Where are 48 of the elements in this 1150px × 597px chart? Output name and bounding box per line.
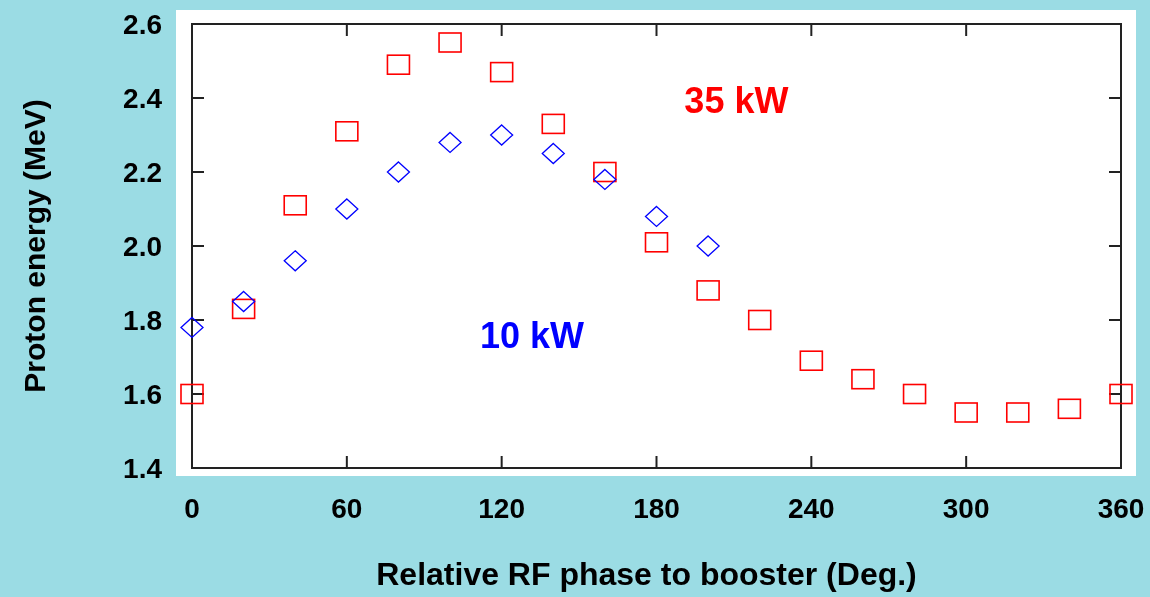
- point: [747, 309, 772, 331]
- point: [386, 161, 411, 183]
- point: [180, 316, 204, 339]
- point: [644, 205, 669, 228]
- point: [593, 168, 617, 191]
- point: [180, 383, 204, 405]
- y-tick-label: 2.6: [123, 8, 162, 40]
- point: [851, 368, 875, 390]
- point: [644, 232, 669, 253]
- point: [489, 61, 514, 83]
- point: [438, 131, 462, 154]
- point: [438, 32, 462, 53]
- text: 10 kW: [479, 315, 585, 357]
- y-tick-label: 1.4: [123, 452, 163, 484]
- x-tick-label: 0: [184, 493, 200, 524]
- x-tick-label: 300: [942, 493, 990, 524]
- point: [490, 124, 514, 146]
- point: [593, 161, 617, 183]
- point: [386, 54, 411, 75]
- x-tick-label: 360: [1097, 493, 1145, 524]
- point: [799, 350, 824, 371]
- y-tick-label: 2.2: [123, 156, 162, 188]
- point: [954, 402, 978, 423]
- point: [283, 250, 307, 272]
- point: [902, 383, 927, 405]
- y-tick-label: 2.0: [123, 230, 162, 262]
- point: [231, 290, 256, 313]
- x-tick-label: 180: [633, 493, 680, 524]
- x-axis-title: Relative RF phase to booster (Deg.): [376, 556, 917, 592]
- point: [1057, 398, 1082, 420]
- point: [283, 195, 308, 216]
- point: [1109, 383, 1133, 405]
- point: [231, 298, 256, 320]
- text: 35 kW: [684, 79, 789, 121]
- point: [696, 280, 720, 301]
- y-axis-title: Proton energy (MeV): [18, 99, 51, 393]
- x-tick-label: 120: [478, 493, 526, 524]
- y-tick-label: 1.6: [123, 378, 162, 410]
- y-tick-label: 1.8: [123, 304, 162, 336]
- point: [541, 142, 565, 165]
- point: [1005, 402, 1030, 423]
- y-tick-label: 2.4: [123, 82, 163, 114]
- point: [541, 113, 566, 135]
- x-tick-label: 60: [331, 493, 363, 524]
- point: [335, 121, 359, 142]
- point: [696, 235, 720, 257]
- x-tick-label: 240: [787, 493, 835, 524]
- point: [335, 198, 359, 220]
